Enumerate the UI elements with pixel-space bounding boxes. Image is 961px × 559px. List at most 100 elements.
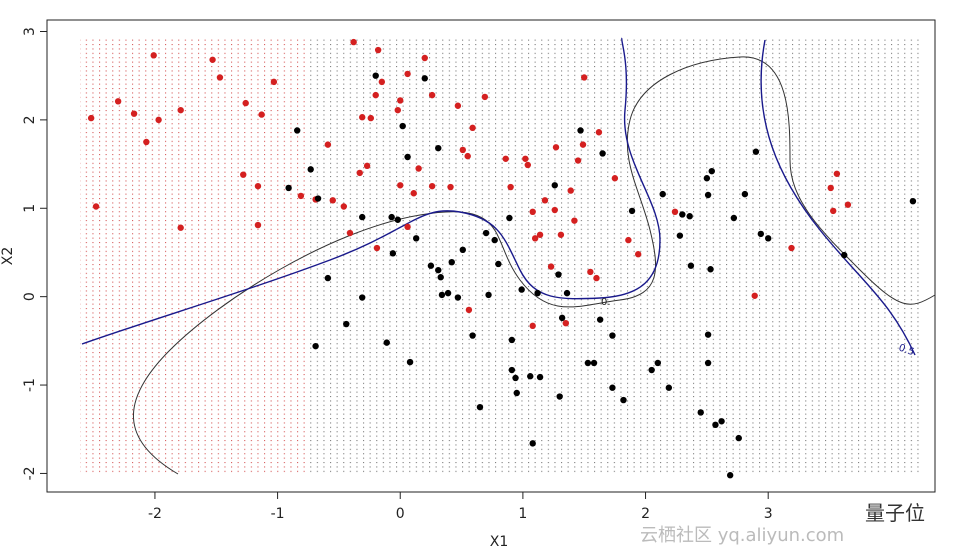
- point: [529, 322, 536, 330]
- watermark-brand: 量子位: [865, 501, 925, 525]
- point: [435, 144, 442, 152]
- point: [356, 169, 363, 177]
- point: [438, 291, 446, 299]
- point: [415, 165, 422, 172]
- point: [495, 260, 502, 268]
- point: [404, 223, 411, 231]
- point: [563, 289, 571, 297]
- point: [177, 106, 184, 114]
- point: [312, 342, 319, 350]
- point: [447, 183, 454, 191]
- point: [634, 251, 642, 258]
- point: [620, 396, 627, 404]
- point: [697, 409, 704, 416]
- point: [254, 182, 262, 190]
- y-tick-label: 0: [22, 292, 38, 301]
- point: [307, 166, 314, 173]
- point: [412, 235, 420, 242]
- point: [465, 306, 473, 314]
- point: [508, 366, 516, 374]
- point: [448, 258, 455, 266]
- point: [659, 190, 666, 198]
- point: [557, 231, 565, 238]
- point: [704, 359, 712, 367]
- point: [388, 213, 395, 221]
- point: [665, 384, 673, 391]
- point: [718, 418, 725, 425]
- x-axis-label: X1: [490, 534, 509, 550]
- point: [297, 192, 305, 200]
- watermark: 云栖社区 yq.aliyun.com: [640, 525, 844, 546]
- point: [551, 182, 558, 189]
- point: [556, 393, 563, 400]
- point: [372, 72, 379, 79]
- x-tick-label: 0: [396, 506, 405, 522]
- point: [574, 157, 582, 164]
- point: [567, 187, 574, 194]
- point: [676, 232, 684, 239]
- point: [707, 266, 714, 273]
- point: [599, 150, 606, 157]
- point: [704, 331, 712, 338]
- point: [216, 74, 224, 81]
- point: [155, 116, 162, 124]
- point: [359, 294, 366, 301]
- point: [609, 332, 616, 339]
- point: [654, 359, 662, 367]
- point: [522, 155, 529, 162]
- point: [579, 141, 587, 148]
- point: [363, 162, 371, 170]
- point: [577, 127, 584, 134]
- point: [340, 203, 348, 210]
- point: [595, 129, 603, 136]
- point: [536, 231, 544, 238]
- point: [686, 213, 693, 220]
- point: [507, 183, 514, 191]
- point: [350, 38, 357, 46]
- point: [491, 236, 498, 244]
- y-tick-label: -1: [22, 378, 38, 392]
- point: [294, 127, 301, 134]
- point: [596, 316, 604, 323]
- point: [324, 274, 332, 282]
- point: [508, 336, 516, 344]
- point: [757, 230, 765, 238]
- point: [428, 182, 436, 190]
- point: [394, 216, 401, 223]
- point: [625, 236, 632, 244]
- point: [150, 52, 157, 59]
- point: [367, 114, 375, 122]
- point: [410, 190, 417, 197]
- point: [703, 175, 711, 182]
- point: [751, 292, 758, 299]
- point: [502, 155, 509, 162]
- point: [454, 294, 462, 301]
- point: [593, 274, 600, 282]
- point: [177, 224, 184, 231]
- point: [394, 106, 401, 114]
- point: [372, 91, 379, 99]
- point: [346, 229, 354, 237]
- point: [469, 332, 476, 339]
- point: [258, 111, 265, 118]
- y-tick-label: 1: [22, 204, 38, 213]
- boundary-curve: [760, 39, 916, 356]
- point: [671, 208, 679, 216]
- point: [648, 366, 655, 374]
- point: [427, 262, 435, 269]
- point: [435, 266, 442, 274]
- point: [609, 384, 616, 391]
- x-tick-label: 1: [518, 506, 527, 522]
- point: [833, 170, 841, 177]
- point: [827, 184, 834, 192]
- point: [343, 320, 350, 328]
- point: [512, 374, 519, 382]
- point: [712, 421, 719, 429]
- point: [687, 262, 695, 269]
- point: [562, 319, 570, 327]
- point: [87, 114, 95, 122]
- x-tick-label: -2: [148, 506, 162, 522]
- point: [459, 146, 466, 154]
- point: [741, 190, 749, 198]
- point: [240, 171, 247, 178]
